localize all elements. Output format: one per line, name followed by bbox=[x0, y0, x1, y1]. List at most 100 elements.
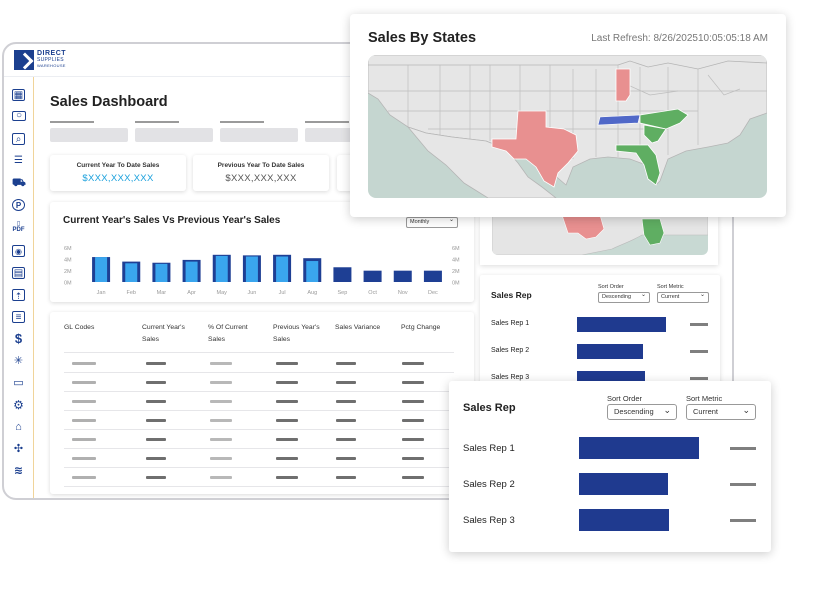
us-states-map[interactable] bbox=[368, 55, 767, 198]
table-cell-placeholder bbox=[72, 476, 96, 479]
table-cell-placeholder bbox=[146, 381, 166, 384]
gl-codes-table: GL Codes Current Year's Sales % Of Curre… bbox=[50, 312, 474, 494]
filter-select[interactable] bbox=[220, 128, 298, 142]
calendar-icon[interactable]: ▦ bbox=[12, 89, 25, 101]
filter-label bbox=[305, 121, 349, 123]
sort-metric-select[interactable]: Current bbox=[686, 403, 756, 420]
cash-icon[interactable]: ○ bbox=[12, 111, 26, 121]
filter-select[interactable] bbox=[135, 128, 213, 142]
filter-select[interactable] bbox=[50, 128, 128, 142]
sales-rep-value-placeholder bbox=[690, 377, 708, 380]
bar-current-nov bbox=[393, 270, 412, 282]
south-carolina-shape bbox=[643, 124, 667, 144]
table-cell-placeholder bbox=[402, 400, 424, 403]
row-divider bbox=[64, 448, 454, 449]
sales-bar-chart: 6M 6M 4M 4M 2M 2M 0M 0M Jan Feb Mar Apr May Jun Jul Aug… bbox=[64, 246, 460, 296]
table-cell-placeholder bbox=[72, 457, 96, 460]
sales-chart-card: Current Year's Sales Vs Previous Year's … bbox=[50, 202, 474, 302]
sales-rep-title: Sales Rep bbox=[463, 402, 516, 414]
logo-line-1: DIRECT bbox=[37, 50, 67, 57]
x-tick-label: Apr bbox=[187, 290, 196, 296]
truck-icon[interactable]: ⛟ bbox=[12, 177, 26, 189]
x-tick-label: Dec bbox=[428, 290, 438, 296]
table-cell-placeholder bbox=[276, 457, 298, 460]
calendar-grid-icon[interactable]: ▤ bbox=[12, 267, 25, 279]
coins-icon[interactable]: ≋ bbox=[13, 465, 24, 477]
sort-metric-label: Sort Metric bbox=[657, 284, 684, 290]
sort-order-label: Sort Order bbox=[598, 284, 624, 290]
period-select[interactable]: Monthly bbox=[406, 216, 458, 228]
table-cell-placeholder bbox=[146, 476, 166, 479]
gear-icon[interactable]: ⚙ bbox=[13, 398, 24, 412]
x-tick-label: Feb bbox=[127, 290, 136, 296]
col-header-pctg-change: Pctg Change bbox=[401, 324, 441, 331]
sales-rep-bar[interactable] bbox=[579, 509, 669, 531]
tag-icon[interactable]: ⌂ bbox=[15, 421, 22, 433]
table-cell-placeholder bbox=[210, 419, 232, 422]
sales-rep-bar[interactable] bbox=[579, 437, 699, 459]
sales-rep-bar[interactable] bbox=[577, 317, 666, 332]
table-cell-placeholder bbox=[402, 362, 424, 365]
texas-shape bbox=[491, 110, 579, 188]
table-cell-placeholder bbox=[402, 438, 424, 441]
sales-rep-value-placeholder bbox=[690, 350, 708, 353]
tennessee-shape bbox=[597, 114, 641, 126]
row-divider bbox=[64, 391, 454, 392]
table-cell-placeholder bbox=[336, 381, 356, 384]
table-cell-placeholder bbox=[336, 362, 356, 365]
table-cell-placeholder bbox=[146, 419, 166, 422]
x-tick-label: Jan bbox=[97, 290, 106, 296]
logo-arrow-icon bbox=[14, 50, 34, 70]
sort-order-select[interactable]: Descending bbox=[598, 291, 650, 303]
parking-icon[interactable]: P bbox=[12, 199, 25, 211]
col-header-previous-sales: Previous Year's Sales bbox=[273, 324, 320, 343]
kpi-previous-ytd: Previous Year To Date Sales $XXX,XXX,XXX bbox=[193, 155, 329, 191]
sales-rep-bar[interactable] bbox=[579, 473, 668, 495]
x-tick-label: Sep bbox=[338, 290, 348, 296]
row-divider bbox=[64, 429, 454, 430]
indiana-shape bbox=[615, 68, 631, 102]
page-title: Sales Dashboard bbox=[50, 94, 168, 110]
document-icon[interactable]: ≡ bbox=[12, 311, 25, 323]
upload-icon[interactable]: ⇡ bbox=[12, 289, 25, 301]
sort-metric-select[interactable]: Current bbox=[657, 291, 709, 303]
sales-rep-label: Sales Rep 3 bbox=[491, 374, 530, 381]
x-tick-label: Aug bbox=[307, 290, 317, 296]
pdf-icon[interactable]: ▯ PDF bbox=[12, 221, 25, 233]
checklist-icon[interactable]: ☰ bbox=[14, 155, 23, 166]
table-cell-placeholder bbox=[276, 476, 298, 479]
folder-icon[interactable]: ▭ bbox=[13, 377, 24, 389]
florida-shape bbox=[641, 218, 665, 246]
table-cell-placeholder bbox=[402, 381, 424, 384]
x-tick-label: Oct bbox=[368, 290, 377, 296]
bar-current-oct bbox=[363, 270, 382, 282]
kpi-label: Current Year To Date Sales bbox=[76, 162, 160, 169]
puzzle-icon[interactable]: ✣ bbox=[13, 443, 24, 455]
contact-card-icon[interactable]: ◉ bbox=[12, 245, 25, 257]
search-doc-icon[interactable]: ⌕ bbox=[12, 133, 25, 145]
table-cell-placeholder bbox=[210, 457, 232, 460]
y-tick-label-right: 6M bbox=[452, 246, 460, 252]
map-title: Sales By States bbox=[368, 30, 477, 46]
table-cell-placeholder bbox=[276, 400, 298, 403]
brand-logo[interactable]: DIRECT SUPPLIES WAREHOUSE bbox=[14, 50, 66, 70]
sales-rep-bar[interactable] bbox=[577, 344, 643, 359]
sort-order-select[interactable]: Descending bbox=[607, 403, 677, 420]
texas-shape bbox=[561, 215, 605, 240]
sales-rep-label: Sales Rep 1 bbox=[463, 443, 515, 454]
sidebar: ▦ ○ ⌕ ☰ ⛟ P ▯ PDF ◉ ▤ ⇡ ≡ $ ✳ ▭ ⚙ ⌂ ✣ ≋ bbox=[4, 77, 34, 498]
table-header-divider bbox=[64, 352, 454, 353]
table-cell-placeholder bbox=[72, 362, 96, 365]
table-cell-placeholder bbox=[72, 400, 96, 403]
sales-rep-card-large: Sales Rep Sort Order Descending Sort Met… bbox=[449, 381, 771, 552]
y-tick-label-left: 6M bbox=[64, 246, 72, 252]
table-cell-placeholder bbox=[146, 400, 166, 403]
table-cell-placeholder bbox=[72, 438, 96, 441]
table-cell-placeholder bbox=[276, 362, 298, 365]
table-cell-placeholder bbox=[276, 381, 298, 384]
dollar-icon[interactable]: $ bbox=[14, 331, 23, 346]
spinner-icon[interactable]: ✳ bbox=[13, 355, 24, 367]
table-cell-placeholder bbox=[336, 476, 356, 479]
filter-label bbox=[220, 121, 264, 123]
bar-previous-may bbox=[215, 255, 228, 282]
